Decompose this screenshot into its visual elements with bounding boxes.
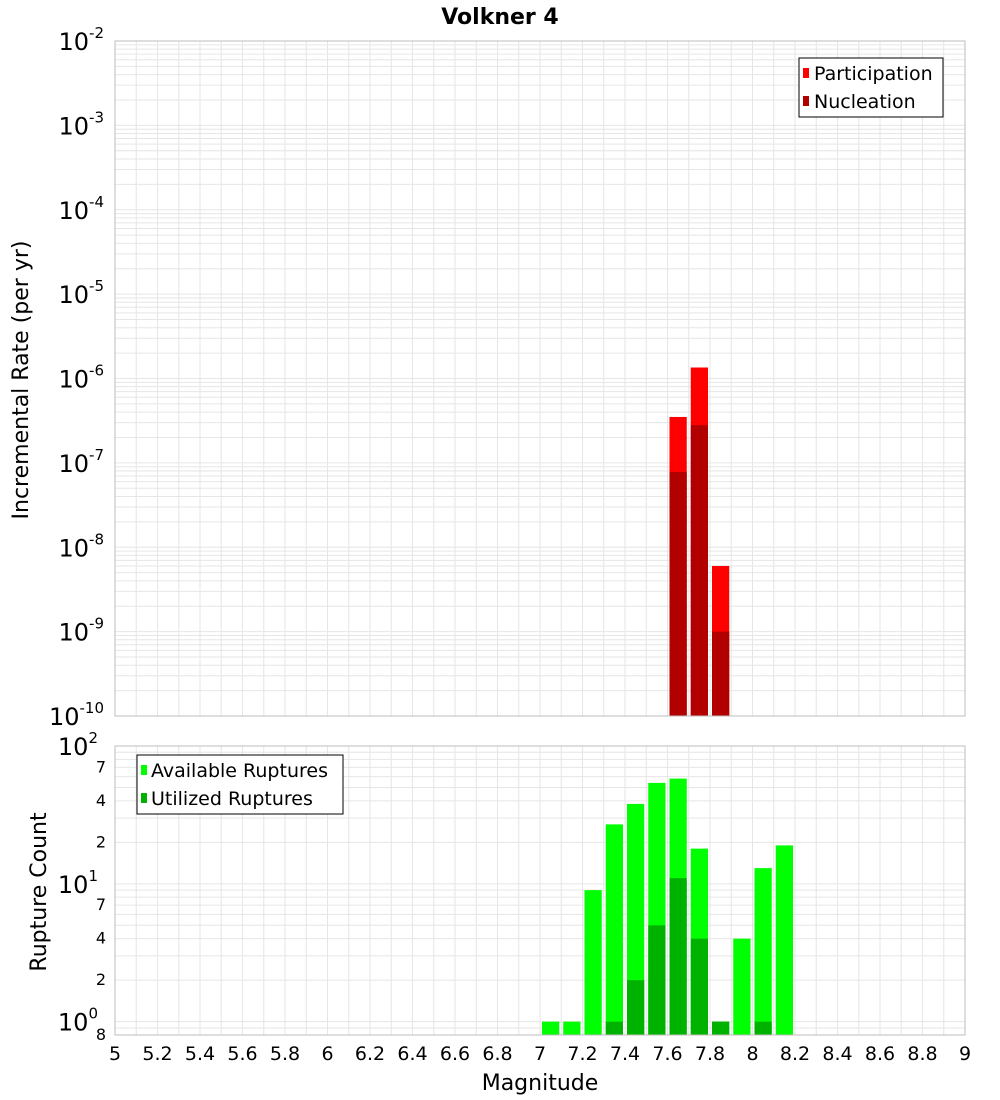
x-tick-label: 7.8 bbox=[695, 1043, 725, 1065]
x-tick-label: 8.4 bbox=[822, 1043, 852, 1065]
x-tick-label: 6.4 bbox=[397, 1043, 427, 1065]
top-y-tick-labels: 10-2 10-3 10-4 10-5 10-6 10-7 10-8 10-9 10-10 bbox=[49, 24, 104, 731]
y-tick-label: 101 bbox=[58, 867, 98, 899]
legend-swatch bbox=[803, 68, 809, 78]
nucleation-bar bbox=[669, 471, 687, 716]
x-tick-label: 7.4 bbox=[610, 1043, 640, 1065]
legend-label: Available Ruptures bbox=[151, 760, 328, 782]
x-tick-label: 6.2 bbox=[355, 1043, 385, 1065]
nucleation-bar bbox=[690, 425, 708, 716]
y-tick-label: 10-3 bbox=[58, 108, 104, 140]
bottom-legend: Available Ruptures Utilized Ruptures bbox=[136, 754, 344, 815]
top-gridlines bbox=[115, 41, 966, 716]
x-tick-label: 5 bbox=[109, 1043, 121, 1065]
bottom-panel: 102 101 100 7 4 2 7 4 2 8 Rupture Count Available… bbox=[27, 729, 971, 1096]
y-tick-label: 10-10 bbox=[49, 699, 104, 731]
legend-box bbox=[798, 57, 944, 118]
y-tick-label: 10-6 bbox=[58, 362, 104, 394]
bottom-plot-frame bbox=[114, 745, 966, 1036]
y-minor-tick-label: 7 bbox=[96, 895, 106, 914]
available-ruptures-bar bbox=[542, 1021, 560, 1035]
x-tick-label: 7.2 bbox=[567, 1043, 597, 1065]
legend-label: Nucleation bbox=[814, 91, 916, 113]
x-tick-label: 8 bbox=[746, 1043, 758, 1065]
x-tick-label: 7 bbox=[534, 1043, 546, 1065]
top-y-axis-label: Incremental Rate (per yr) bbox=[9, 241, 34, 520]
bottom-y-tick-labels: 102 101 100 7 4 2 7 4 2 8 bbox=[58, 729, 106, 1044]
legend-swatch bbox=[141, 793, 147, 803]
top-legend: Participation Nucleation bbox=[798, 57, 944, 118]
available-ruptures-bar bbox=[733, 938, 751, 1035]
legend-swatch bbox=[141, 765, 147, 775]
y-tick-label: 10-2 bbox=[58, 24, 104, 56]
x-tick-label: 6.8 bbox=[482, 1043, 512, 1065]
available-ruptures-bar bbox=[627, 803, 645, 1035]
y-tick-label: 10-7 bbox=[58, 446, 104, 478]
x-tick-label: 5.2 bbox=[142, 1043, 172, 1065]
y-minor-tick-label: 8 bbox=[96, 1025, 106, 1044]
x-tick-label: 9 bbox=[959, 1043, 971, 1065]
x-tick-label: 8.8 bbox=[907, 1043, 937, 1065]
y-tick-label: 102 bbox=[58, 729, 98, 761]
y-tick-label: 10-8 bbox=[58, 530, 104, 562]
y-minor-tick-label: 2 bbox=[96, 970, 106, 989]
top-panel: 10-2 10-3 10-4 10-5 10-6 10-7 10-8 10-9 10-10 In… bbox=[9, 24, 966, 731]
y-minor-tick-label: 4 bbox=[96, 929, 106, 948]
available-ruptures-bar bbox=[605, 824, 623, 1035]
utilized-ruptures-bar bbox=[690, 938, 708, 1035]
bottom-bars bbox=[542, 778, 793, 1035]
y-tick-label: 10-5 bbox=[58, 277, 104, 309]
legend-label: Utilized Ruptures bbox=[151, 788, 313, 810]
x-tick-label: 5.4 bbox=[185, 1043, 215, 1065]
x-tick-label: 5.8 bbox=[270, 1043, 300, 1065]
x-tick-label: 5.6 bbox=[227, 1043, 257, 1065]
bottom-y-axis-label: Rupture Count bbox=[27, 812, 52, 972]
utilized-ruptures-bar bbox=[754, 1021, 772, 1035]
available-ruptures-bar bbox=[584, 890, 602, 1035]
utilized-ruptures-bar bbox=[669, 878, 687, 1035]
available-ruptures-bar bbox=[775, 845, 793, 1035]
legend-label: Participation bbox=[814, 63, 933, 85]
y-tick-label: 100 bbox=[58, 1005, 98, 1037]
y-minor-tick-label: 7 bbox=[96, 757, 106, 776]
legend-box bbox=[136, 754, 344, 815]
utilized-ruptures-bar bbox=[605, 1021, 623, 1035]
available-ruptures-bar bbox=[754, 868, 772, 1035]
utilized-ruptures-bar bbox=[712, 1021, 730, 1035]
x-tick-label: 8.6 bbox=[865, 1043, 895, 1065]
top-plot-frame bbox=[114, 40, 966, 717]
legend-swatch bbox=[803, 96, 809, 106]
y-tick-label: 10-4 bbox=[58, 193, 104, 225]
x-tick-label: 7.6 bbox=[652, 1043, 682, 1065]
y-minor-tick-label: 2 bbox=[96, 832, 106, 851]
x-tick-label: 8.2 bbox=[780, 1043, 810, 1065]
available-ruptures-bar bbox=[563, 1021, 581, 1035]
top-bars bbox=[669, 367, 730, 716]
y-minor-tick-label: 4 bbox=[96, 791, 106, 810]
x-axis-label: Magnitude bbox=[482, 1071, 599, 1096]
y-tick-label: 10-9 bbox=[58, 615, 104, 647]
x-tick-label: 6 bbox=[321, 1043, 333, 1065]
nucleation-bar bbox=[712, 631, 730, 716]
utilized-ruptures-bar bbox=[627, 980, 645, 1035]
chart-title: Volkner 4 bbox=[441, 5, 559, 30]
x-tick-labels: 5 5.2 5.4 5.6 5.8 6 6.2 6.4 6.6 6.8 7 7.2 7.4 7.6 7.8 8… bbox=[109, 1043, 971, 1065]
x-tick-label: 6.6 bbox=[440, 1043, 470, 1065]
utilized-ruptures-bar bbox=[648, 925, 666, 1035]
